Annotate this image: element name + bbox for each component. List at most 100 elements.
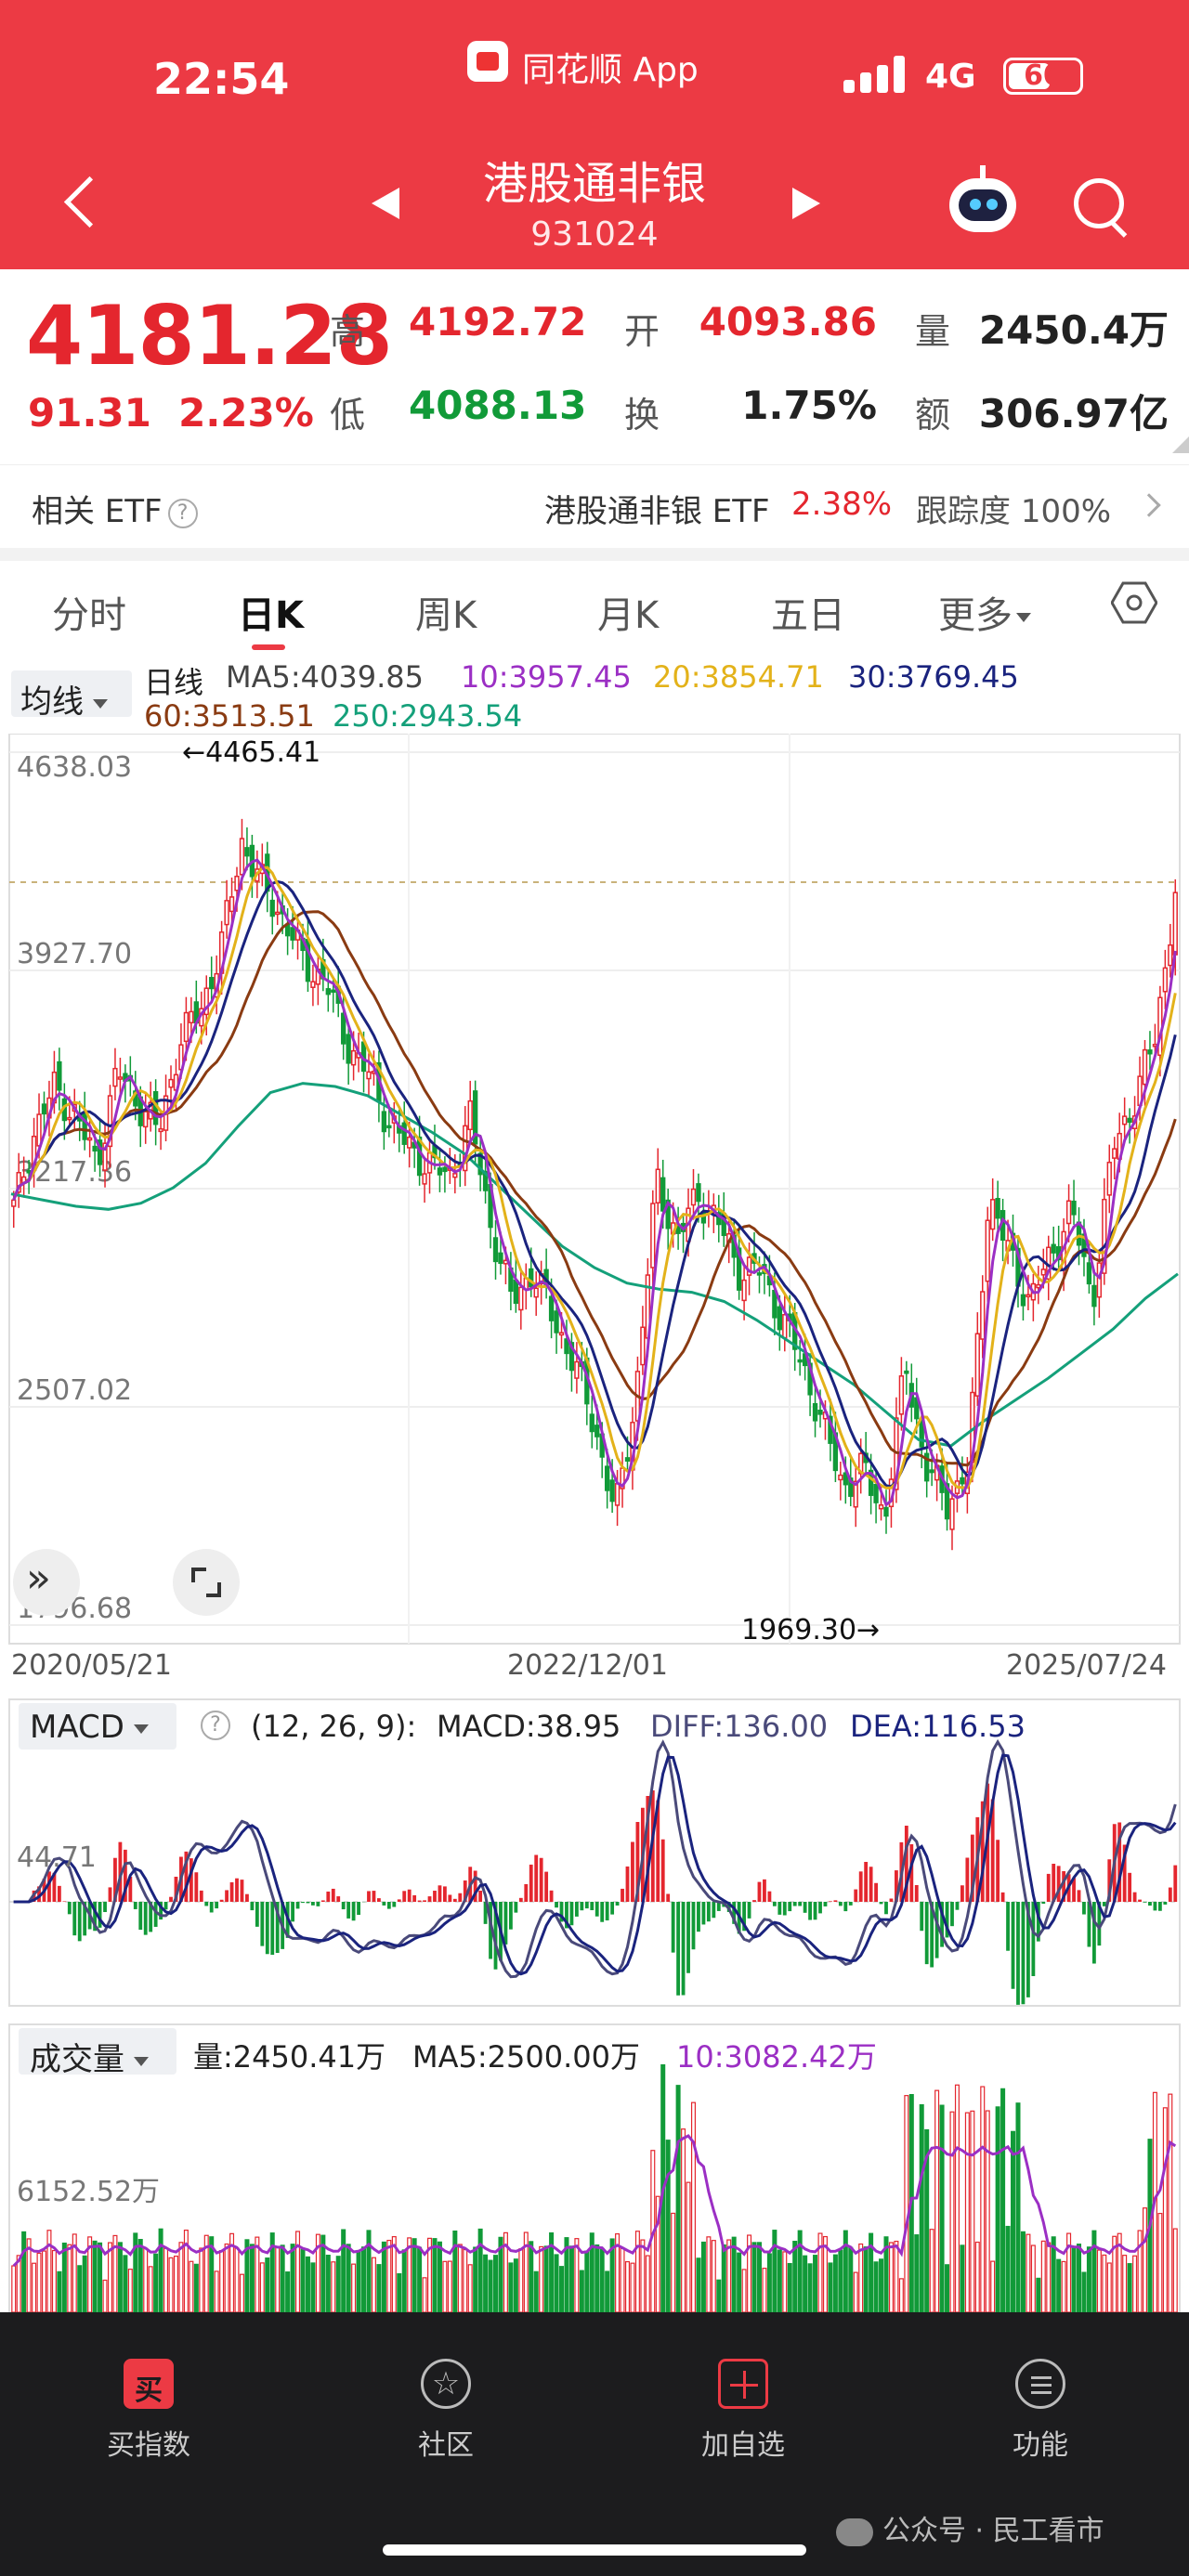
tab-more[interactable]: 更多 — [938, 585, 1031, 639]
app-name: 同花顺 App — [522, 51, 699, 89]
candle-body — [898, 1375, 905, 1415]
volume-bar — [711, 2240, 716, 2312]
chevron-right-icon[interactable] — [1137, 493, 1161, 517]
macd-selector[interactable]: MACD — [19, 1703, 176, 1750]
active-tab-indicator — [252, 644, 285, 650]
candle-body — [437, 1167, 443, 1176]
nav-community[interactable]: 社区 — [353, 2359, 539, 2463]
candle-body — [1102, 1198, 1107, 1274]
volume-bar — [554, 2254, 559, 2312]
tab-intraday[interactable]: 分时 — [52, 594, 126, 637]
candle-body — [57, 1060, 62, 1091]
candle-body — [513, 1279, 519, 1305]
y-tick-label: 2507.02 — [17, 1374, 132, 1407]
network-type: 4G — [925, 58, 976, 96]
candle-body — [1071, 1200, 1077, 1216]
assistant-robot-icon[interactable] — [949, 165, 1016, 232]
candle-body — [878, 1504, 884, 1510]
candle-body — [102, 1142, 108, 1171]
volume-bar — [681, 2128, 686, 2312]
candle-body — [467, 1099, 473, 1131]
tab-weekly-k[interactable]: 周K — [415, 594, 477, 637]
volume-bar — [787, 2262, 792, 2312]
volume-bar — [949, 2111, 955, 2312]
volume-bar — [61, 2242, 67, 2312]
candle-body — [1127, 1117, 1132, 1124]
volume-selector[interactable]: 成交量 — [19, 2028, 176, 2078]
candle-body — [189, 1010, 194, 1024]
volume-bar — [351, 2263, 357, 2312]
nav-add-watchlist[interactable]: 加自选 — [650, 2359, 836, 2463]
expand-corner-icon[interactable] — [1172, 436, 1189, 453]
candle-body — [558, 1332, 565, 1336]
volume-bar — [1112, 2235, 1117, 2312]
tab-daily-k[interactable]: 日K — [238, 594, 304, 637]
volume-bar — [904, 2095, 909, 2312]
volume-bar — [1036, 2277, 1041, 2312]
volume-bar — [934, 2089, 940, 2312]
fullscreen-icon[interactable] — [173, 1549, 240, 1616]
tab-five-day[interactable]: 五日 — [771, 594, 845, 637]
nav-functions-label: 功能 — [1013, 2429, 1068, 2462]
volume-bar — [442, 2260, 448, 2312]
candle-body — [1106, 1162, 1112, 1196]
candle-body — [1036, 1283, 1041, 1289]
volume-bar — [87, 2236, 93, 2312]
macd-selector-label: MACD — [30, 1709, 124, 1746]
tab-monthly-k[interactable]: 月K — [597, 594, 660, 637]
volume-bar — [1061, 2260, 1066, 2312]
volume-bar — [1077, 2244, 1082, 2312]
volume-bar — [807, 2263, 813, 2312]
help-icon[interactable]: ? — [167, 498, 198, 528]
volume-bar — [838, 2249, 843, 2312]
volume-bar — [1046, 2242, 1052, 2312]
macd-help-icon[interactable]: ? — [201, 1711, 230, 1740]
volume-bar — [158, 2228, 163, 2312]
volume-bar — [945, 2264, 950, 2312]
volume-bar — [964, 2112, 970, 2312]
etf-name[interactable]: 港股通非银 ETF — [544, 493, 770, 530]
candle-body — [609, 1479, 615, 1503]
macd-frame — [8, 1698, 1181, 2007]
settings-icon[interactable] — [1111, 579, 1157, 626]
candle-body — [838, 1474, 843, 1481]
candle-body — [492, 1237, 499, 1263]
nav-functions[interactable]: 功能 — [947, 2359, 1133, 2463]
candle-body — [290, 927, 295, 941]
candle-body — [67, 1116, 72, 1121]
volume-bar — [361, 2246, 367, 2312]
volume-bar — [422, 2277, 427, 2312]
candle-body — [1168, 944, 1173, 967]
candle-body — [604, 1465, 610, 1491]
candle-body — [86, 1137, 93, 1141]
next-index-button[interactable] — [792, 188, 820, 219]
battery-fill — [1009, 63, 1051, 89]
volume-bar — [269, 2232, 275, 2312]
volume-bar — [244, 2239, 250, 2312]
volume-bar — [249, 2244, 255, 2312]
volume-bar — [980, 2086, 986, 2312]
volume-bar — [605, 2270, 610, 2312]
volume-label: 量 — [915, 311, 951, 352]
back-button[interactable] — [51, 167, 98, 232]
volume-current: 量:2450.41万 — [193, 2039, 386, 2075]
candle-body — [614, 1483, 621, 1506]
prev-index-button[interactable] — [372, 188, 399, 219]
candle-body — [665, 1199, 671, 1229]
volume-bar — [848, 2246, 854, 2312]
volume-bar — [863, 2246, 869, 2312]
search-icon[interactable] — [1074, 178, 1130, 234]
expand-icon[interactable]: » — [13, 1549, 80, 1616]
volume-bar — [46, 2230, 52, 2312]
volume-bar — [21, 2231, 27, 2312]
volume-bar — [751, 2242, 757, 2312]
related-etf-row[interactable]: 相关 ETF? 港股通非银 ETF 2.38% 跟踪度 100% — [0, 464, 1189, 548]
indicator-selector[interactable]: 均线 — [11, 670, 132, 721]
candle-body — [203, 987, 209, 1016]
volume-bar — [700, 2241, 706, 2312]
volume-bar — [529, 2241, 534, 2312]
candle-body — [624, 1457, 631, 1462]
nav-buy-index[interactable]: 买指数 — [56, 2359, 242, 2463]
turnover-label: 换 — [624, 395, 660, 436]
